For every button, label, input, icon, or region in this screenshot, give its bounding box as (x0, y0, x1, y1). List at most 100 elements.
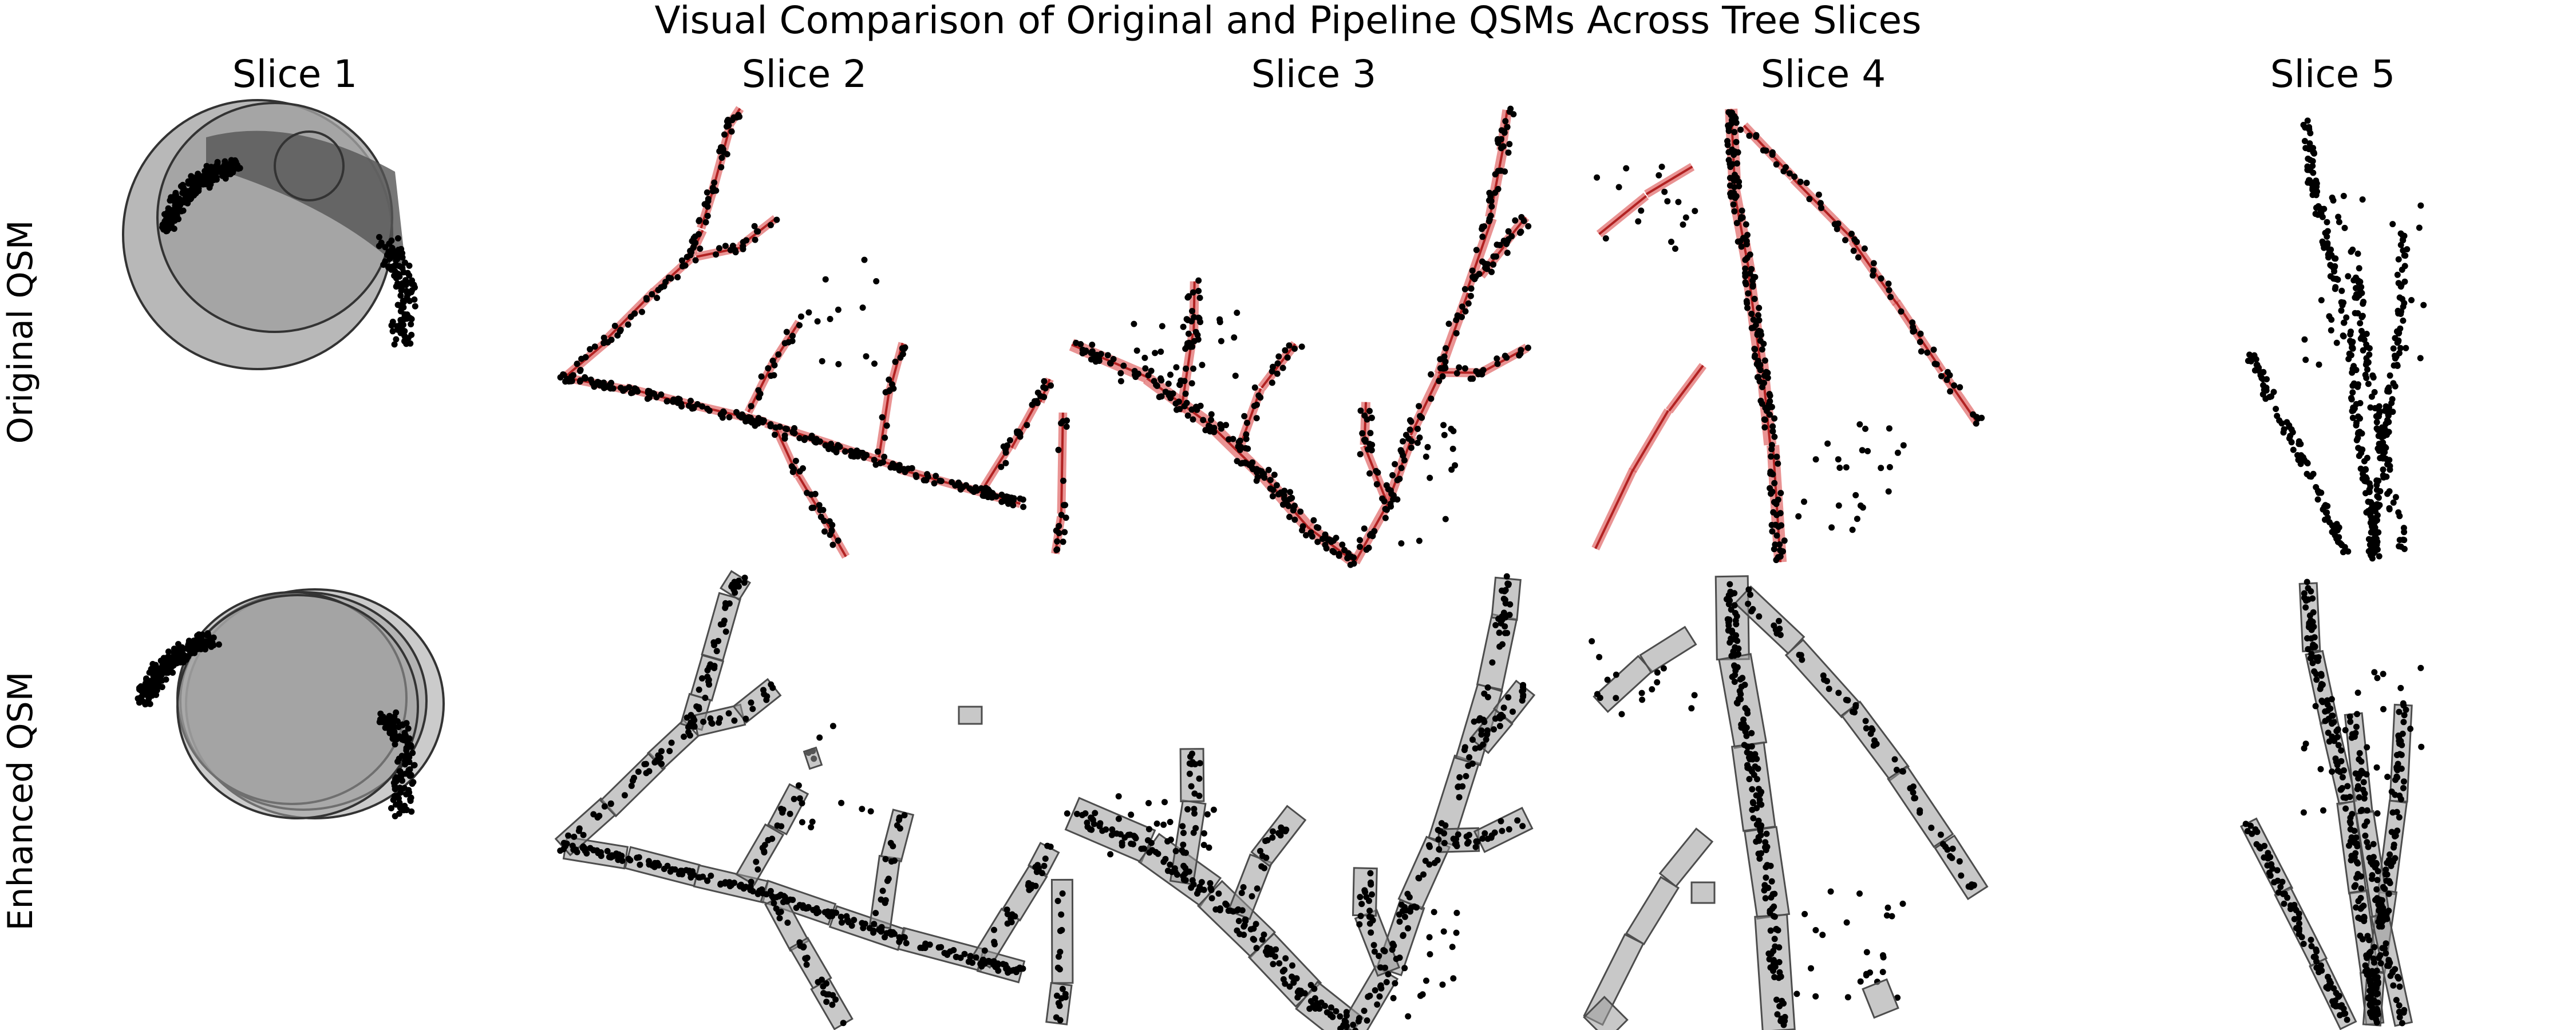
point (742, 715, 749, 722)
point (1769, 528, 1776, 535)
point (1225, 908, 1232, 914)
point (405, 725, 412, 732)
point (1340, 1023, 1346, 1030)
point (1771, 415, 1778, 422)
point (887, 839, 894, 846)
point (2390, 499, 2397, 506)
point (2356, 794, 2362, 801)
point (2254, 362, 2261, 369)
point (189, 180, 196, 187)
point (1504, 249, 1511, 256)
point (739, 413, 746, 420)
point (1400, 933, 1406, 939)
point (2263, 385, 2270, 391)
point (1726, 639, 1733, 646)
point (776, 915, 783, 922)
point (1479, 371, 1485, 378)
point (628, 782, 635, 789)
point (1894, 995, 1901, 1001)
point (2340, 549, 2346, 556)
point (700, 718, 707, 725)
point (1725, 622, 1732, 629)
point (900, 934, 907, 941)
point (1179, 823, 1186, 830)
point (1635, 218, 1642, 225)
point (896, 462, 903, 469)
cylinder-segment (1625, 876, 1680, 945)
point (1510, 111, 1517, 118)
point (2389, 409, 2396, 415)
point (1618, 711, 1625, 718)
point (2357, 807, 2364, 814)
point (1725, 592, 1732, 599)
point (2247, 822, 2254, 829)
point (392, 272, 398, 279)
point (814, 318, 821, 325)
point (1392, 461, 1398, 468)
point (1253, 945, 1260, 952)
point (406, 272, 413, 279)
point (748, 403, 754, 410)
point (2358, 904, 2365, 910)
point (1596, 653, 1603, 660)
point (1760, 147, 1767, 154)
point (784, 920, 791, 926)
point (2361, 795, 2368, 802)
point (799, 819, 805, 826)
point (822, 276, 829, 283)
point (1725, 157, 1732, 164)
point (2271, 879, 2278, 886)
point (1461, 286, 1468, 292)
point (861, 256, 868, 263)
point (771, 900, 777, 906)
point (716, 148, 723, 154)
point (717, 881, 724, 888)
point (796, 322, 803, 328)
point (1863, 972, 1870, 978)
cylinder-axis (1645, 165, 1693, 196)
column-title-slice-2: Slice 2 (742, 52, 867, 96)
point (1223, 422, 1230, 429)
point (393, 736, 400, 742)
point (688, 249, 695, 256)
point (816, 502, 823, 509)
point (769, 684, 776, 691)
point (397, 292, 404, 299)
point (1357, 894, 1364, 901)
point (2397, 344, 2404, 351)
point (829, 1001, 836, 1008)
point (1465, 838, 1472, 845)
point (1247, 461, 1254, 468)
point (829, 723, 836, 730)
point (2363, 771, 2370, 778)
point (1208, 411, 1215, 418)
point (2399, 266, 2405, 273)
point (1259, 472, 1266, 479)
point (187, 189, 193, 196)
point (1186, 770, 1193, 777)
point (2313, 676, 2320, 683)
point (179, 183, 185, 190)
point (2320, 807, 2326, 814)
column-title-slice-3: Slice 3 (1251, 52, 1376, 96)
point (704, 189, 710, 196)
point (658, 391, 665, 398)
point (1753, 132, 1760, 138)
point (773, 894, 780, 901)
point (2336, 219, 2342, 225)
point (2344, 783, 2351, 790)
point (1505, 694, 1512, 701)
point (2358, 328, 2365, 334)
point (1503, 573, 1510, 580)
row-label-enhanced-qsm: Enhanced QSM (1, 672, 41, 931)
point (1771, 546, 1777, 553)
point (2375, 901, 2382, 908)
point (2318, 489, 2325, 496)
point (1507, 105, 1514, 112)
point (704, 212, 711, 219)
point (2349, 389, 2356, 396)
point (2318, 672, 2325, 679)
point (1771, 499, 1777, 505)
point (1743, 221, 1749, 228)
point (1223, 901, 1230, 908)
